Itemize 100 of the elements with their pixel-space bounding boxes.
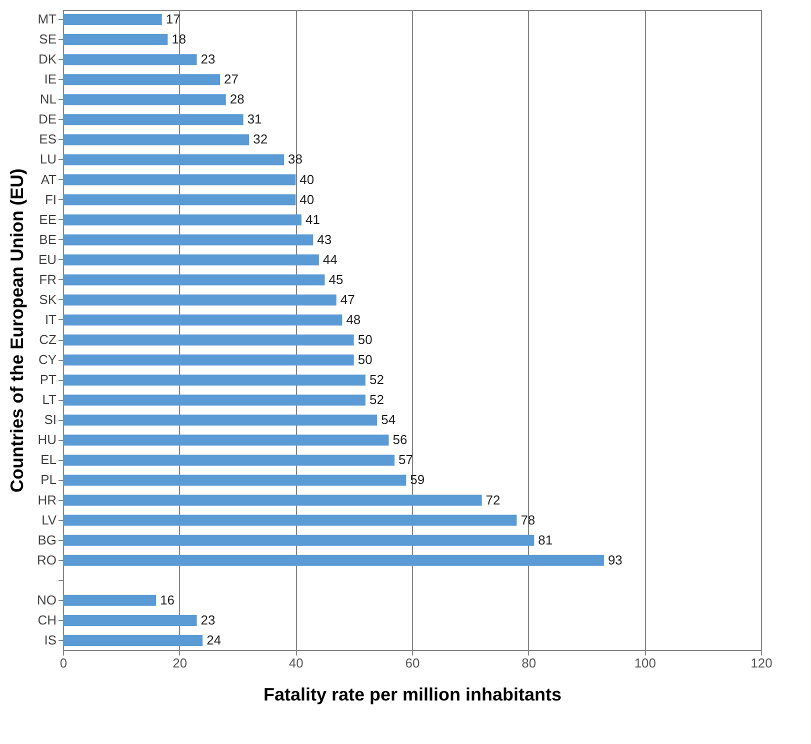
y-tick-label: IT [44,312,57,327]
data-label: 31 [247,112,262,127]
bar [63,614,197,626]
data-label: 47 [340,292,355,307]
x-tick-label: 20 [172,656,188,670]
data-label: 50 [358,352,372,368]
data-label: 23 [200,52,216,67]
y-tick-label: SE [39,32,57,47]
x-tick-label: 0 [60,656,68,670]
y-tick-label: IE [44,72,57,87]
bar [63,294,336,306]
y-tick-label: CY [38,352,57,368]
bar [63,234,314,246]
bar [63,194,296,206]
y-tick-label: DE [38,112,57,127]
bar [63,434,389,446]
data-label: 93 [608,552,622,568]
data-label: 32 [253,132,268,147]
x-tick-label: 80 [522,656,536,670]
bar [63,34,168,46]
data-label: 44 [322,252,338,267]
bar [63,334,354,346]
y-tick-label: HU [38,432,56,448]
y-axis-title: Countries of the European Union (EU) [7,168,27,492]
y-tick-label: ES [39,132,57,147]
y-tick-label: EU [38,252,56,267]
y-tick-label: CZ [39,332,57,348]
data-label: 24 [206,632,222,648]
data-label: 57 [398,452,414,468]
data-label: 56 [392,432,408,448]
x-tick-label: 100 [634,656,656,670]
x-tick-label: 60 [405,656,420,670]
data-label: 54 [381,412,396,428]
y-tick-label: FI [44,192,56,207]
y-tick-label: LV [42,512,57,528]
bar [63,414,378,426]
data-label: 48 [346,312,361,327]
data-label: 28 [230,92,244,107]
data-label: 16 [160,592,175,608]
y-tick-label: PL [40,472,56,488]
x-tick-label: 40 [288,656,304,670]
bar [63,274,325,286]
y-tick-label: MT [38,12,57,27]
bar [63,174,296,186]
bar [63,594,156,606]
x-tick-label: 120 [750,656,772,670]
bar [63,534,534,546]
data-label: 50 [358,332,372,348]
y-tick-label: PT [40,372,57,388]
data-label: 40 [300,172,314,187]
y-tick-label: SK [39,292,57,307]
bar [63,114,244,126]
y-tick-label: NL [40,92,56,107]
bar [63,74,220,86]
data-label: 45 [328,272,344,287]
data-label: 72 [486,492,500,508]
bar [63,54,197,66]
y-tick-label: AT [40,172,57,187]
bar [63,94,226,106]
y-tick-label: SI [44,412,56,428]
data-label: 18 [172,32,186,47]
bar [63,514,517,526]
y-tick-label: EL [40,452,56,468]
data-label: 59 [410,472,425,488]
data-label: 78 [520,512,536,528]
bar [63,214,302,226]
data-label: 52 [369,392,384,408]
bar [63,394,366,406]
y-tick-label: HR [38,492,56,508]
bar [63,314,342,326]
data-label: 41 [305,212,320,227]
y-tick-label: DK [38,52,57,67]
data-label: 81 [538,532,553,548]
y-tick-label: BE [39,232,57,247]
bar [63,554,604,566]
y-tick-label: CH [38,612,56,628]
data-label: 17 [166,12,180,27]
y-tick-label: RO [37,552,56,568]
y-tick-label: NO [37,592,56,608]
bar [63,494,482,506]
data-label: 43 [317,232,332,247]
data-label: 27 [224,72,239,87]
y-tick-label: FR [39,272,56,287]
data-label: 52 [369,372,384,388]
bar [63,354,354,366]
bar [63,454,395,466]
bar [63,374,366,386]
y-tick-label: EE [39,212,57,227]
y-tick-label: BG [38,532,56,548]
y-tick-label: LT [42,392,57,408]
x-axis-title: Fatality rate per million inhabitants [263,684,562,704]
bar [63,14,162,26]
data-label: 23 [200,612,216,628]
bar [63,134,250,146]
bar [63,634,203,646]
y-tick-label: LU [40,152,56,167]
y-tick-label: IS [44,632,57,648]
bar [63,154,284,166]
data-label: 40 [300,192,314,207]
bar [63,254,319,266]
